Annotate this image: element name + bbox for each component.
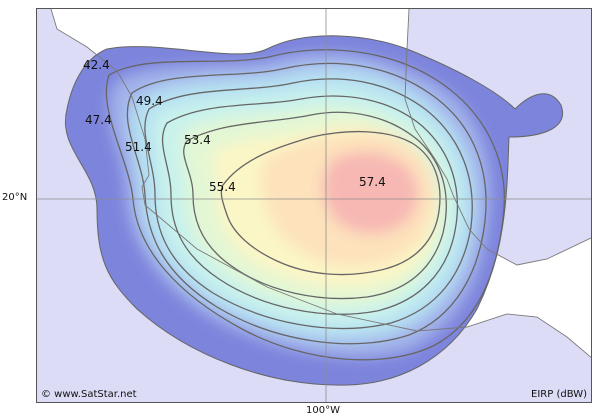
contour-line-49 [126, 62, 487, 345]
contour-line-47 [105, 49, 505, 361]
coastline-west [50, 9, 591, 358]
beam-coverage [64, 35, 563, 386]
contour-label-49: 49.4 [136, 94, 163, 108]
contour-line-51 [144, 78, 473, 330]
contour-line-55 [183, 111, 447, 300]
contour-lines [105, 49, 505, 361]
contour-label-53: 53.4 [184, 133, 211, 147]
contour-label-47: 47.4 [85, 113, 112, 127]
coastline-gulf [404, 9, 591, 266]
contour-line-42 [64, 35, 563, 386]
contour-label-51: 51.4 [125, 140, 152, 154]
contour-label-42: 42.4 [83, 58, 110, 72]
map-canvas: 42.4 47.4 49.4 51.4 53.4 55.4 57.4 © www… [37, 9, 591, 402]
coastlines [50, 9, 591, 358]
longitude-label: 100°W [306, 405, 340, 416]
unit-label: EIRP (dBW) [531, 389, 587, 400]
contour-line-53 [162, 95, 458, 315]
contour-line-57 [220, 130, 441, 276]
eirp-coverage-map: 42.4 47.4 49.4 51.4 53.4 55.4 57.4 © www… [36, 8, 592, 403]
beam-core-fill [322, 151, 419, 234]
contour-labels: 42.4 47.4 49.4 51.4 53.4 55.4 57.4 [83, 58, 386, 194]
contour-label-55: 55.4 [209, 180, 236, 194]
copyright-text: © www.SatStar.net [41, 389, 137, 400]
contour-label-57: 57.4 [359, 175, 386, 189]
graticule [37, 9, 591, 402]
latitude-label: 20°N [2, 192, 28, 203]
